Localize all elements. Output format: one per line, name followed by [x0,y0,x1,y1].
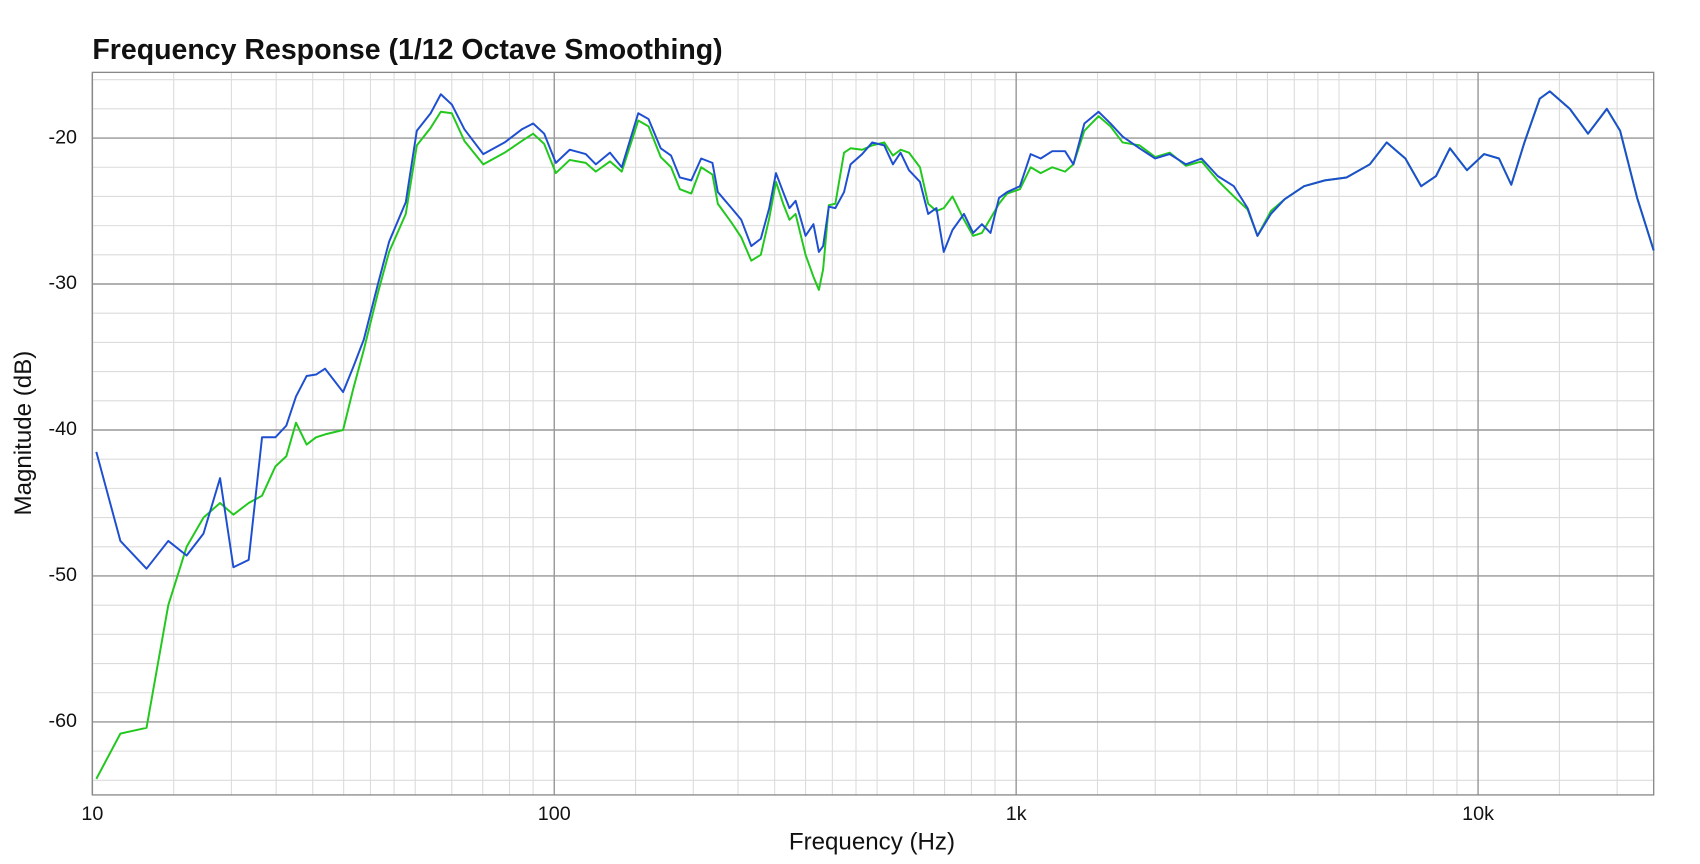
tick-labels: 10 100 1k 10k -20 -30 -40 -50 -60 [49,126,1495,825]
grid [91,72,1654,795]
series-line [95,90,1655,570]
chart-title: Frequency Response (1/12 Octave Smoothin… [92,34,722,66]
x-tick-label: 100 [538,803,571,825]
y-tick-label: -30 [49,272,78,294]
x-tick-label: 1k [1006,803,1027,825]
y-tick-label: -60 [49,710,78,732]
x-axis-label: Frequency (Hz) [789,829,955,856]
y-tick-label: -40 [49,418,78,440]
y-axis-label: Magnitude (dB) [10,351,37,516]
plot-lines [95,90,1655,780]
x-tick-label: 10k [1462,803,1494,825]
y-tick-label: -20 [49,126,78,148]
series-line [95,90,1655,780]
x-tick-label: 10 [81,803,103,825]
plot-frame [91,71,1655,796]
y-tick-label: -50 [49,564,78,586]
